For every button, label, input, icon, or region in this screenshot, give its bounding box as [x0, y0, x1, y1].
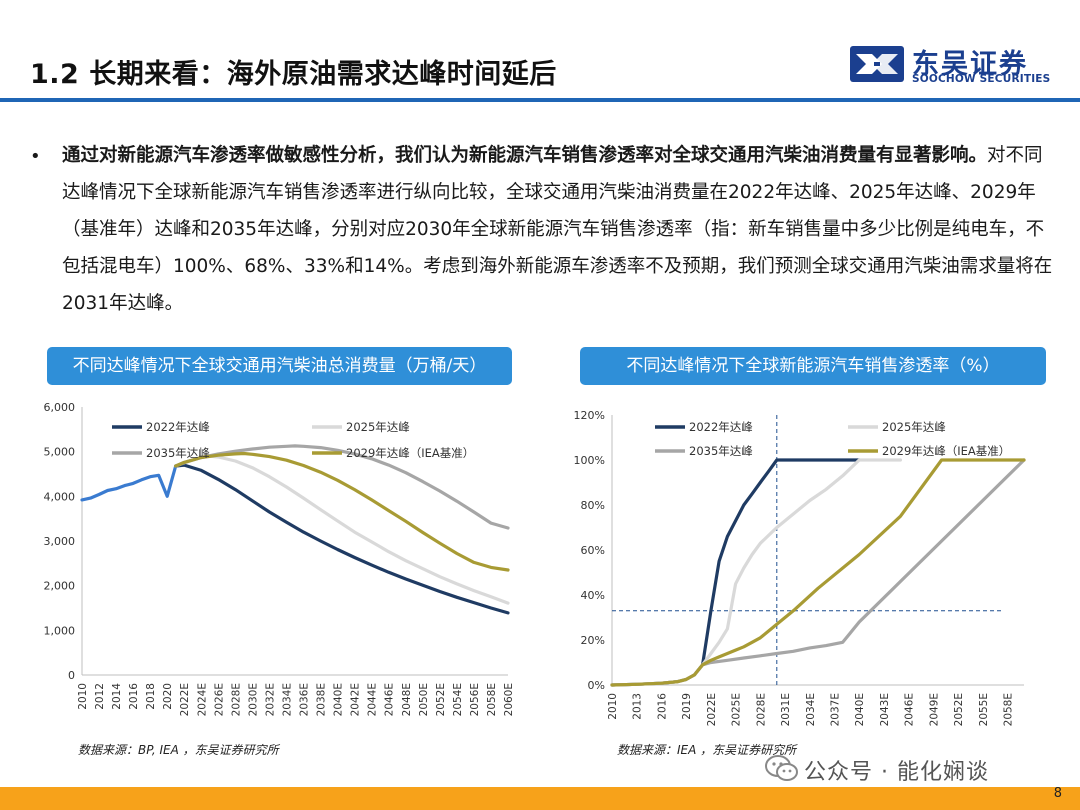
- logo-english-text: SOOCHOW SECURITIES: [912, 73, 1051, 85]
- right-series-line-2: [610, 458, 1026, 687]
- right-x-tick: 2043E: [879, 693, 891, 726]
- left-x-tick: 2034E: [281, 683, 293, 716]
- left-legend-label: 2029年达峰（IEA基准）: [346, 446, 474, 460]
- left-x-tick: 2020: [162, 683, 174, 710]
- right-series-line-3: [610, 458, 1026, 687]
- right-x-tick: 2013: [632, 693, 644, 720]
- right-x-tick: 2010: [607, 693, 619, 720]
- left-x-tick: 2024E: [196, 683, 208, 716]
- right-x-tick: 2046E: [904, 693, 916, 726]
- right-legend-label: 2022年达峰: [689, 420, 753, 434]
- left-x-tick: 2056E: [469, 683, 481, 716]
- left-y-tick: 4,000: [44, 490, 76, 503]
- left-series-line-2: [174, 454, 510, 605]
- left-y-tick: 2,000: [44, 580, 76, 593]
- left-legend-label: 2025年达峰: [346, 420, 410, 434]
- right-x-tick: 2037E: [829, 693, 841, 726]
- right-x-tick: 2022E: [706, 693, 718, 726]
- right-x-tick: 2058E: [1003, 693, 1015, 726]
- left-x-tick: 2022E: [179, 683, 191, 716]
- right-series-line-0: [610, 458, 861, 687]
- watermark: 公众号 · 能化娴谈: [762, 752, 1062, 786]
- left-x-tick: 2044E: [367, 683, 379, 716]
- right-x-tick: 2031E: [780, 693, 792, 726]
- right-source-note: 数据来源：IEA ，东吴证券研究所: [617, 743, 797, 757]
- body-paragraph-bold: 通过对新能源汽车渗透率做敏感性分析，我们认为新能源汽车销售渗透率对全球交通用汽柴…: [62, 145, 988, 166]
- right-x-tick: 2055E: [978, 693, 990, 726]
- left-x-tick: 2016: [128, 683, 140, 710]
- left-series-line-3: [174, 444, 510, 530]
- left-x-tick: 2048E: [401, 683, 413, 716]
- logo-chinese-text: 东吴证券: [912, 49, 1028, 80]
- left-y-tick: 0: [68, 669, 75, 682]
- right-y-tick: 20%: [581, 634, 605, 647]
- left-x-tick: 2058E: [486, 683, 498, 716]
- right-chart-title: 不同达峰情况下全球新能源汽车销售渗透率（%）: [580, 347, 1046, 385]
- left-y-tick: 3,000: [44, 535, 76, 548]
- soochow-logo-icon: [850, 46, 904, 82]
- right-x-tick: 2049E: [928, 693, 940, 726]
- body-paragraph: 通过对新能源汽车渗透率做敏感性分析，我们认为新能源汽车销售渗透率对全球交通用汽柴…: [62, 137, 1054, 322]
- left-x-tick: 2046E: [384, 683, 396, 716]
- right-x-tick: 2028E: [755, 693, 767, 726]
- body-paragraph-rest: 对不同达峰情况下全球新能源汽车销售渗透率进行纵向比较，全球交通用汽柴油消费量在2…: [62, 145, 1053, 314]
- left-x-tick: 2030E: [247, 683, 259, 716]
- left-source-note: 数据来源：BP, IEA ，东吴证券研究所: [78, 743, 279, 757]
- right-legend-label: 2025年达峰: [882, 420, 946, 434]
- left-series-line-4: [174, 451, 510, 572]
- left-x-tick: 2010: [77, 683, 89, 710]
- left-x-tick: 2032E: [264, 683, 276, 716]
- left-series-line-1: [174, 463, 510, 615]
- left-legend-label: 2022年达峰: [146, 420, 210, 434]
- left-y-tick: 6,000: [44, 401, 76, 414]
- right-x-tick: 2019: [681, 693, 693, 720]
- wechat-icon: [765, 755, 798, 781]
- left-x-tick: 2018: [145, 683, 157, 710]
- right-legend-label: 2035年达峰: [689, 444, 753, 458]
- right-x-tick: 2040E: [854, 693, 866, 726]
- right-x-tick: 2052E: [953, 693, 965, 726]
- page-number: 8: [1053, 786, 1062, 801]
- right-x-tick: 2016: [656, 693, 668, 720]
- right-x-tick: 2025E: [731, 693, 743, 726]
- left-x-tick: 2012: [94, 683, 106, 710]
- left-x-tick: 2026E: [213, 683, 225, 716]
- left-x-tick: 2052E: [435, 683, 447, 716]
- left-x-tick: 2054E: [452, 683, 464, 716]
- right-y-tick: 60%: [581, 544, 605, 557]
- footer-bar: [0, 787, 1080, 810]
- right-series-line-1: [610, 458, 902, 687]
- right-x-tick: 2034E: [805, 693, 817, 726]
- right-y-tick: 100%: [574, 454, 605, 467]
- watermark-text: 公众号 · 能化娴谈: [804, 760, 989, 785]
- title-divider: [0, 98, 1080, 102]
- left-legend-label: 2035年达峰: [146, 446, 210, 460]
- left-chart-title: 不同达峰情况下全球交通用汽柴油总消费量（万桶/天）: [47, 347, 512, 385]
- page-title: 1.2 长期来看：海外原油需求达峰时间延后: [30, 59, 557, 90]
- right-y-tick: 120%: [574, 409, 605, 422]
- right-y-tick: 40%: [581, 589, 605, 602]
- left-x-tick: 2014: [111, 683, 123, 710]
- left-series-line-0: [80, 464, 178, 502]
- left-x-tick: 2038E: [316, 683, 328, 716]
- left-x-tick: 2060E: [503, 683, 515, 716]
- left-x-tick: 2036E: [299, 683, 311, 716]
- bullet-icon: •: [30, 146, 41, 167]
- right-y-tick: 80%: [581, 499, 605, 512]
- left-x-tick: 2050E: [418, 683, 430, 716]
- left-x-tick: 2042E: [350, 683, 362, 716]
- left-x-tick: 2040E: [333, 683, 345, 716]
- right-y-tick: 0%: [588, 679, 605, 692]
- left-y-tick: 1,000: [44, 624, 76, 637]
- company-logo: 东吴证券 SOOCHOW SECURITIES: [848, 42, 1058, 88]
- left-y-tick: 5,000: [44, 446, 76, 459]
- right-legend-label: 2029年达峰（IEA基准）: [882, 444, 1010, 458]
- left-x-tick: 2028E: [230, 683, 242, 716]
